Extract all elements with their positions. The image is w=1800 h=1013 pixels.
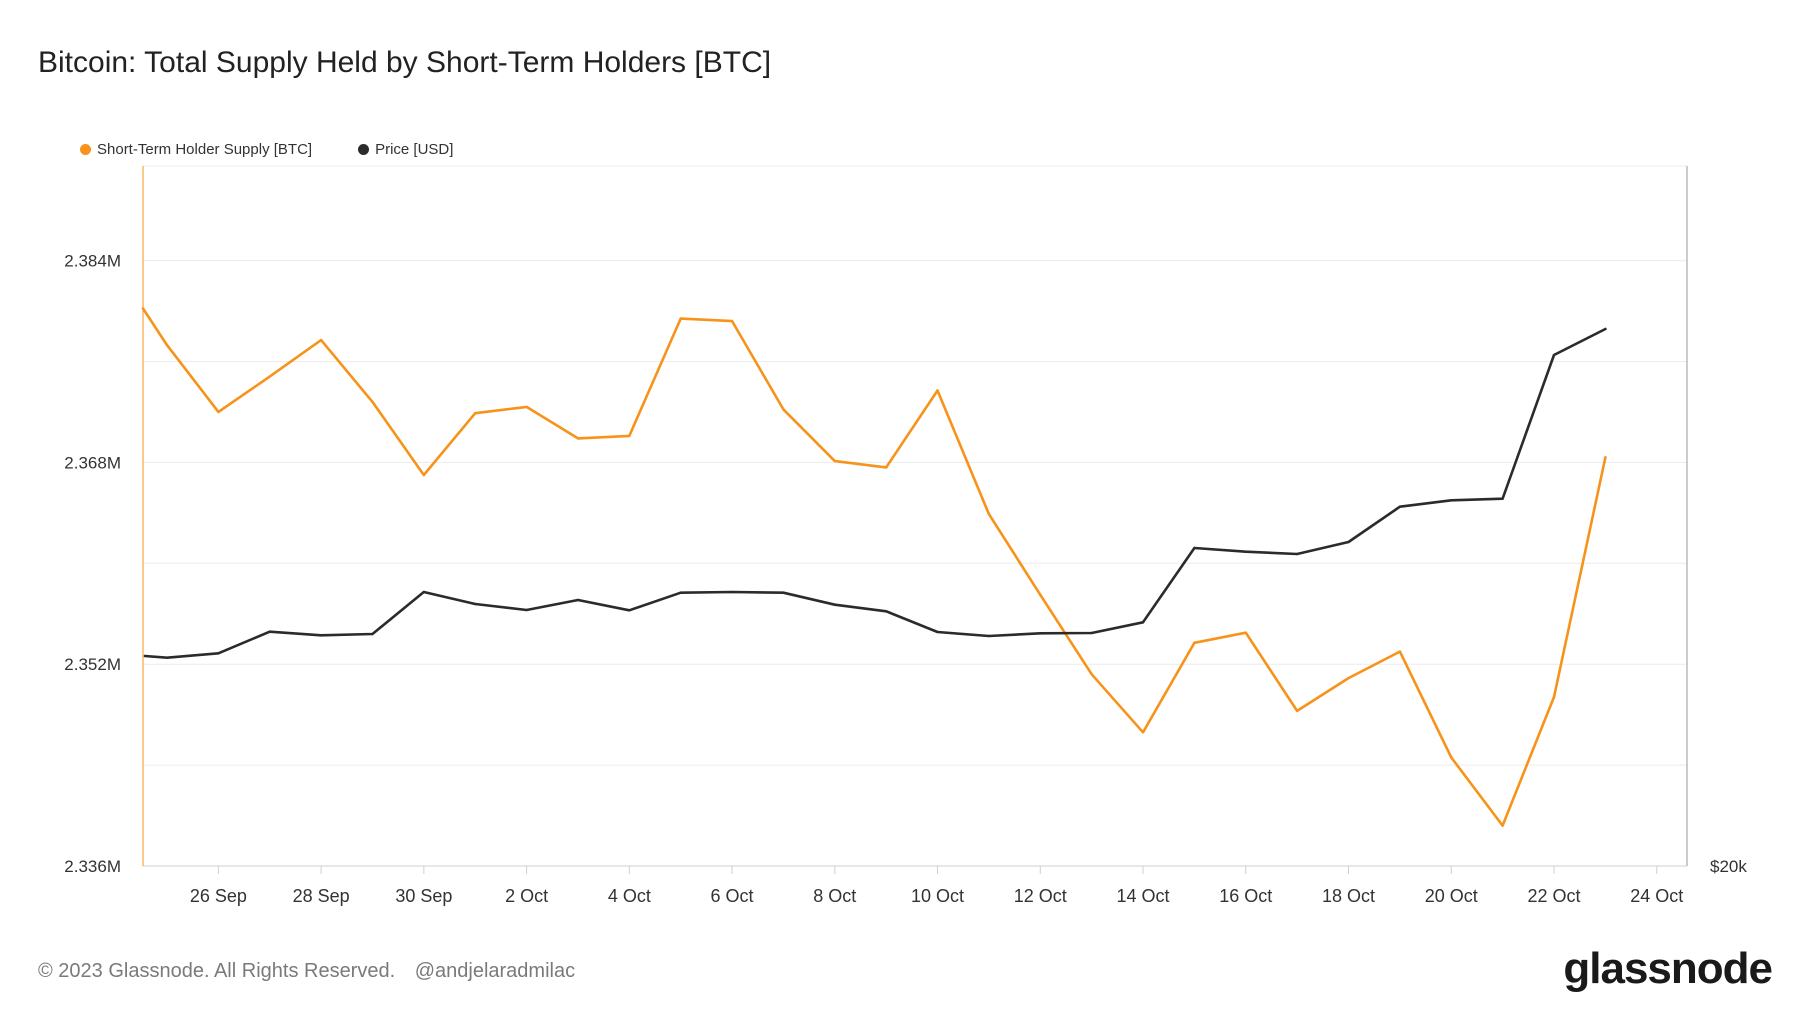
x-tick-label: 12 Oct xyxy=(1014,886,1067,906)
price-data-point xyxy=(1039,632,1042,635)
supply-data-point xyxy=(679,317,682,320)
x-tick-label: 30 Sep xyxy=(395,886,452,906)
x-tick-label: 10 Oct xyxy=(911,886,964,906)
x-tick-label: 2 Oct xyxy=(505,886,548,906)
supply-data-point xyxy=(1501,824,1504,827)
supply-data-point xyxy=(1244,631,1247,634)
price-data-point xyxy=(422,590,426,594)
legend-dot-supply xyxy=(80,144,91,155)
legend-item-price[interactable]: Price [USD] xyxy=(358,141,453,158)
supply-data-point xyxy=(371,400,374,404)
price-data-point xyxy=(1450,499,1453,502)
price-data-point xyxy=(1604,327,1607,331)
x-tick-label: 26 Sep xyxy=(190,886,247,906)
chart-legend: Short-Term Holder Supply [BTC] Price [US… xyxy=(80,141,499,158)
price-data-point xyxy=(679,591,682,594)
author-handle: @andjelaradmilac xyxy=(414,960,576,982)
price-data-point xyxy=(833,603,837,606)
supply-data-point xyxy=(833,459,837,463)
supply-data-point xyxy=(1295,709,1299,713)
price-data-point xyxy=(1141,621,1145,624)
x-tick-label: 22 Oct xyxy=(1527,886,1580,906)
price-data-point xyxy=(730,590,734,594)
supply-data-point xyxy=(987,512,991,516)
supply-data-point xyxy=(1552,695,1556,699)
price-data-point xyxy=(884,610,888,613)
y-tick-label: 2.384M xyxy=(64,252,121,271)
supply-data-point xyxy=(268,375,271,378)
supply-data-point xyxy=(1141,731,1145,734)
price-data-point xyxy=(628,609,631,612)
supply-data-point xyxy=(936,389,939,392)
supply-data-point xyxy=(422,473,426,477)
price-data-point xyxy=(319,634,323,637)
price-data-point xyxy=(143,654,147,658)
supply-data-point xyxy=(319,338,323,342)
supply-data-point xyxy=(1604,456,1607,459)
legend-dot-price xyxy=(358,144,370,155)
y-tick-label: 2.336M xyxy=(64,857,121,876)
price-data-point xyxy=(1552,353,1556,357)
price-data-point xyxy=(1501,497,1504,500)
y-tick-label: 2.352M xyxy=(64,655,121,674)
x-tick-label: 20 Oct xyxy=(1425,886,1478,906)
y2-tick-label: $20k xyxy=(1710,857,1747,876)
legend-label-supply: Short-Term Holder Supply [BTC] xyxy=(97,141,313,158)
supply-data-point xyxy=(141,307,145,310)
price-data-point xyxy=(1398,505,1402,508)
x-tick-label: 6 Oct xyxy=(711,886,754,906)
price-data-point xyxy=(1090,631,1093,635)
price-data-point xyxy=(217,652,220,655)
x-tick-label: 4 Oct xyxy=(608,886,651,906)
price-data-point xyxy=(268,630,271,633)
supply-data-point xyxy=(474,412,477,415)
price-data-point xyxy=(525,608,528,612)
chart-title: Bitcoin: Total Supply Held by Short-Term… xyxy=(38,46,772,79)
glassnode-logo: glassnode xyxy=(1563,944,1773,993)
legend-item-supply[interactable]: Short-Term Holder Supply [BTC] xyxy=(80,141,312,158)
price-data-point xyxy=(371,632,374,636)
price-data-point xyxy=(165,656,169,659)
price-data-point xyxy=(1193,546,1196,550)
supply-data-point xyxy=(1193,641,1196,644)
supply-data-point xyxy=(217,410,220,414)
price-data-point xyxy=(474,602,477,606)
price-data-point xyxy=(782,591,785,594)
price-series-line xyxy=(143,327,1607,659)
price-data-point xyxy=(1347,540,1350,544)
x-tick-label: 14 Oct xyxy=(1117,886,1170,906)
price-data-point xyxy=(936,630,939,634)
supply-data-point xyxy=(165,343,169,347)
supply-data-point xyxy=(1398,650,1402,653)
supply-data-point xyxy=(1347,676,1350,680)
supply-data-point xyxy=(782,408,785,411)
supply-data-point xyxy=(1039,593,1042,597)
y-tick-label: 2.368M xyxy=(64,453,121,472)
supply-data-point xyxy=(1450,756,1453,759)
x-tick-label: 8 Oct xyxy=(813,886,856,906)
supply-data-point xyxy=(525,405,528,409)
supply-data-point xyxy=(730,319,734,323)
legend-label-price: Price [USD] xyxy=(375,141,454,158)
price-data-point xyxy=(1295,552,1299,556)
x-tick-label: 24 Oct xyxy=(1630,886,1683,906)
supply-data-point xyxy=(576,437,580,440)
supply-series-line xyxy=(141,307,1607,827)
x-tick-label: 16 Oct xyxy=(1219,886,1272,906)
price-data-point xyxy=(576,598,580,602)
supply-data-point xyxy=(884,466,888,469)
copyright-text: © 2023 Glassnode. All Rights Reserved. xyxy=(38,960,396,982)
footer: © 2023 Glassnode. All Rights Reserved. @… xyxy=(38,960,575,983)
x-tick-label: 28 Sep xyxy=(293,886,350,906)
price-data-point xyxy=(987,634,991,638)
x-tick-label: 18 Oct xyxy=(1322,886,1375,906)
supply-data-point xyxy=(628,434,631,438)
supply-data-point xyxy=(1090,673,1093,676)
price-data-point xyxy=(1244,550,1247,553)
